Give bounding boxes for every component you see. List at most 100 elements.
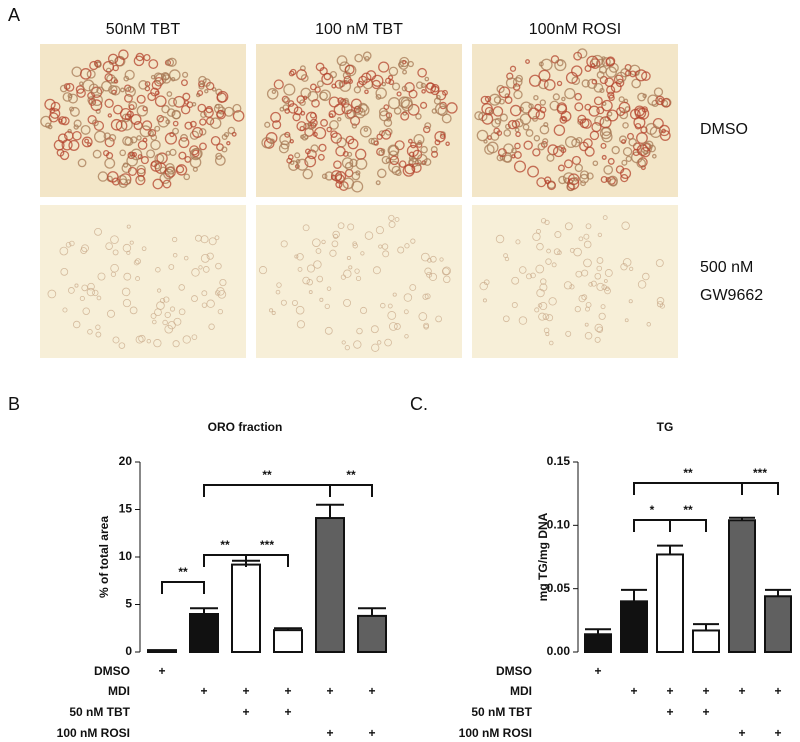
cell [393,323,401,330]
cell [538,69,551,82]
cell [577,48,588,59]
cell [392,292,397,297]
cell [551,262,557,268]
cell [388,214,395,222]
cell [136,164,146,175]
cell [84,138,90,144]
cell [409,284,417,291]
cell [189,120,197,128]
cell [138,334,146,343]
cell [613,74,624,85]
cell [347,223,355,231]
cell [619,110,629,120]
cell [335,171,347,183]
treatment-mark: + [702,705,709,719]
cell [59,246,69,256]
cell [346,255,351,260]
cell [216,110,225,119]
cell [111,177,120,186]
cell [315,248,322,254]
cell [232,103,242,113]
cell [170,77,176,82]
cell [291,299,298,306]
cell [302,168,313,180]
cell [214,155,226,166]
cell [536,288,545,298]
cell [182,71,189,78]
cell [605,57,615,67]
cell [552,93,560,101]
cell [87,329,93,335]
cell [129,306,138,315]
bar [656,553,684,654]
cell [509,104,522,117]
cell [110,85,121,96]
treatment-mark: + [666,705,673,719]
cell [288,160,299,171]
cell [216,287,225,296]
cell [69,106,75,112]
cell [343,75,352,84]
cell [104,157,116,169]
significance-bracket [203,484,331,497]
cell [104,98,114,109]
cell [296,95,306,104]
cell [264,121,271,128]
cell [295,305,305,315]
cell [554,231,562,239]
cell [156,288,162,293]
cell [421,89,426,94]
cell [304,134,309,140]
cell [353,340,362,349]
cell [178,284,185,291]
cell [103,132,111,140]
treatment-label: DMSO [496,664,532,678]
panel-label: C. [410,394,428,414]
treatment-mark: + [666,684,673,698]
cell [92,149,102,159]
chart-title: TG [657,420,674,434]
cell [283,83,296,96]
cell [350,115,361,126]
cell [331,240,339,248]
cell [397,61,404,68]
cell [302,224,310,232]
cell [604,77,615,88]
significance-bracket [329,484,373,497]
treatment-mark: + [738,726,745,740]
cell [130,148,143,161]
cell [651,153,657,159]
cell [543,79,556,91]
cell [96,295,102,301]
cell [329,120,339,130]
cell [189,156,202,169]
cell [150,139,161,151]
cell [607,157,615,165]
cell [388,220,396,228]
cell [564,222,573,231]
cell [543,122,549,128]
cell [200,253,210,263]
cell [404,334,409,339]
cell [661,128,667,134]
cell [424,122,432,130]
significance-bracket [669,519,707,532]
cell [355,170,361,176]
cell [226,141,231,146]
treatment-label: MDI [108,684,130,698]
cell [533,135,541,142]
cell [578,236,584,242]
cell [595,58,605,68]
cell [294,254,299,259]
cell [588,105,600,117]
bar [764,595,792,653]
cell [317,153,325,161]
cell [540,218,547,224]
cell [578,294,586,303]
cell [634,122,642,130]
cell [426,82,435,90]
cell [398,160,407,168]
cell [349,158,358,168]
treatment-mark: + [326,684,333,698]
cell [388,322,398,331]
